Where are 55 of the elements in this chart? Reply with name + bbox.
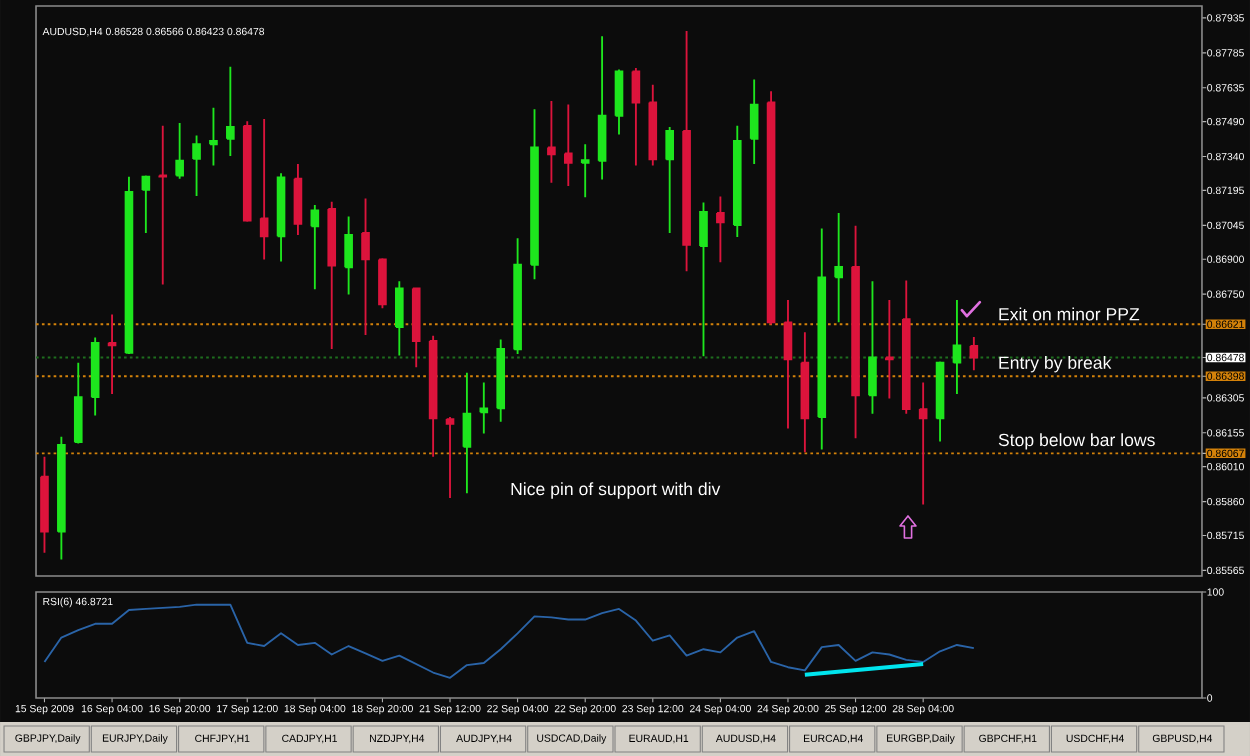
candlestick [141, 174, 151, 234]
candlestick [496, 338, 506, 423]
candlestick [732, 124, 742, 238]
candlestick [242, 120, 252, 223]
candlestick [597, 35, 607, 181]
candlestick [868, 280, 877, 415]
candlestick [327, 200, 337, 350]
candlestick [445, 416, 455, 499]
candlestick [428, 334, 438, 458]
candlestick [276, 172, 286, 263]
candlestick [310, 204, 320, 291]
candlestick [665, 126, 674, 234]
candlestick [259, 118, 269, 261]
candlestick [293, 163, 303, 236]
candlestick [631, 67, 641, 167]
candlestick [749, 78, 759, 165]
annotation: Nice pin of support with div [511, 482, 721, 499]
candlestick [479, 381, 489, 435]
candlestick [918, 381, 928, 506]
candlestick [783, 299, 793, 430]
candlestick [800, 331, 810, 454]
candlestick [885, 299, 894, 400]
candlestick [648, 83, 658, 167]
candlestick [73, 361, 83, 445]
candlestick [682, 30, 691, 273]
candlestick [57, 435, 66, 561]
candlestick [901, 279, 911, 415]
candlestick [952, 299, 962, 395]
candlestick [378, 257, 387, 310]
candlestick [175, 122, 184, 180]
candlestick [530, 108, 539, 281]
candlestick [192, 134, 201, 197]
candlestick [40, 455, 49, 554]
candlestick [411, 286, 421, 369]
candlestick [209, 106, 218, 167]
candlestick [580, 143, 590, 199]
candlestick [817, 227, 827, 451]
candlestick [547, 100, 556, 184]
candlestick [344, 215, 353, 296]
ref-line-label: Stop below bar lows [998, 433, 1155, 450]
candlestick [361, 197, 370, 336]
candlestick [716, 195, 725, 264]
candlestick [563, 103, 573, 187]
candlestick [226, 65, 235, 158]
candlestick [513, 237, 522, 355]
ref-line-label: Entry by break [999, 356, 1112, 373]
candlestick [107, 313, 117, 395]
candlestick [834, 212, 843, 324]
candlestick [462, 371, 472, 495]
candlestick [851, 224, 860, 440]
candlestick [395, 280, 404, 357]
candlestick [969, 336, 979, 372]
candlestick [158, 124, 168, 286]
ref-line-label: Exit on minor PPZ [999, 307, 1140, 321]
candlestick [699, 201, 708, 358]
